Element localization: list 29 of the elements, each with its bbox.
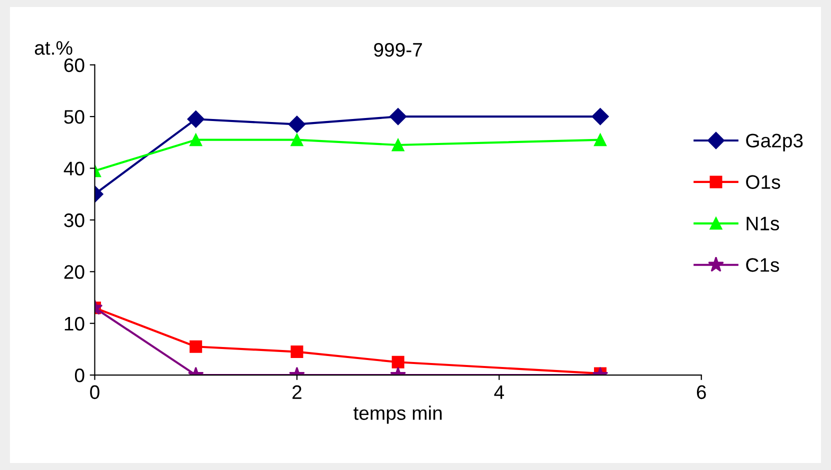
point <box>288 116 306 133</box>
legend-label: O1s <box>746 175 780 189</box>
point <box>290 134 304 146</box>
y-tick-label: 0 <box>74 368 84 382</box>
legend-label: N1s <box>746 216 780 230</box>
y-tick-label: 20 <box>64 265 84 279</box>
point <box>389 108 407 126</box>
chart-title: 999-7 <box>374 42 422 57</box>
y-tick-label: 50 <box>64 110 84 124</box>
x-tick-label: 4 <box>494 385 504 399</box>
point <box>187 110 204 128</box>
legend-label: C1s <box>746 258 780 272</box>
y-axis-title: at.% <box>34 41 72 55</box>
point <box>594 134 607 146</box>
legend-label: Ga2p3 <box>746 134 803 152</box>
y-tick-label: 30 <box>64 213 84 228</box>
y-tick-label: 40 <box>64 162 84 176</box>
point <box>190 340 202 353</box>
x-tick-label: 6 <box>696 385 706 400</box>
point <box>190 134 202 146</box>
point <box>392 138 404 152</box>
x-tick-label: 2 <box>292 385 302 399</box>
point <box>392 356 404 368</box>
y-tick-label: 60 <box>64 58 84 72</box>
y-tick-label: 10 <box>64 316 84 331</box>
point <box>592 108 609 126</box>
x-tick-label: 0 <box>90 385 100 400</box>
x-axis-title: temps min <box>354 406 442 424</box>
point <box>290 346 304 358</box>
